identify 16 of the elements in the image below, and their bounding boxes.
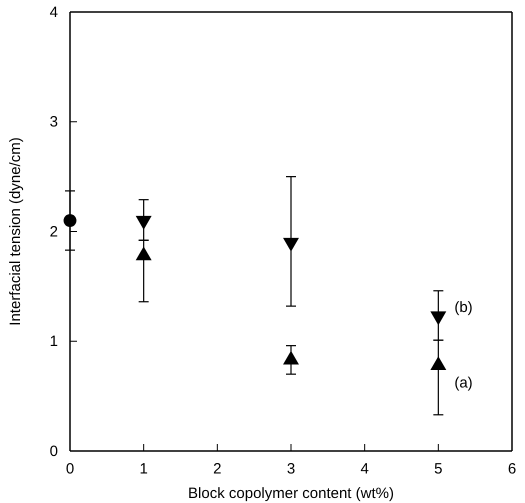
y-tick-label: 1 [50,333,58,350]
x-tick-label: 4 [360,460,369,478]
x-tick-label: 6 [508,460,516,478]
x-axis-title: Block copolymer content (wt%) [188,485,394,502]
y-tick-label: 0 [50,442,58,460]
x-tick-label: 1 [139,460,148,478]
x-tick-label: 5 [434,460,443,478]
x-tick-label: 2 [213,460,222,478]
x-tick-label: 3 [286,460,296,478]
series-label: (a) [454,374,473,392]
y-tick-label: 4 [50,4,58,21]
x-tick-label: 0 [66,460,74,478]
y-axis-title: Interfacial tension (dyne/cm) [7,137,24,326]
y-tick-label: 3 [50,114,58,131]
y-tick-label: 2 [50,223,58,240]
series-label: (b) [454,299,473,316]
